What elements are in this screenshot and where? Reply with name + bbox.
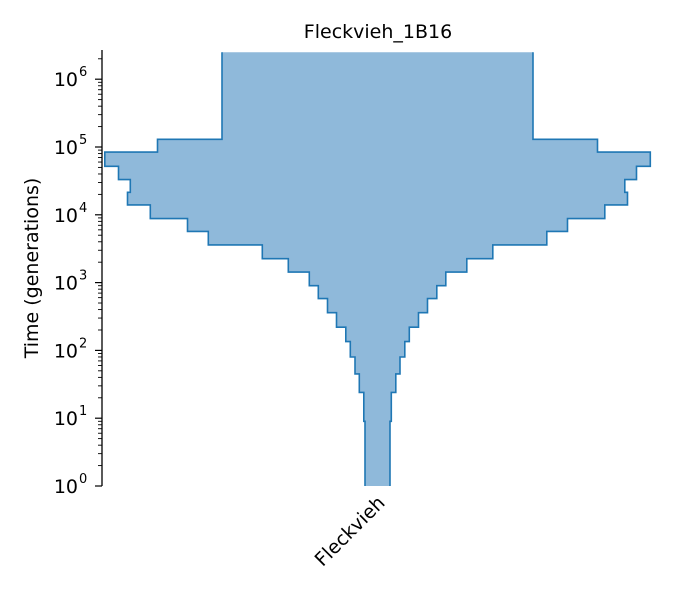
y-tick-label: 10 [54,69,78,91]
y-tick-label: 10 [54,273,78,295]
chart-title: Fleckvieh_1B16 [304,21,452,43]
x-tick-group: Fleckvieh [311,492,390,571]
x-tick-label: Fleckvieh [311,492,390,571]
y-tick-exponent: 5 [79,133,87,148]
y-tick-exponent: 0 [79,472,87,487]
population-outline-left [104,52,366,486]
y-axis-label: Time (generations) [21,178,43,360]
y-tick-exponent: 3 [79,269,87,284]
y-tick-exponent: 6 [79,65,87,80]
y-tick-exponent: 1 [79,404,87,419]
population-outline-right [389,52,652,486]
y-tick-label: 10 [54,340,78,362]
y-tick-exponent: 4 [79,201,87,216]
y-tick-label: 10 [54,205,78,227]
y-tick-label: 10 [54,408,78,430]
y-tick-exponent: 2 [79,336,87,351]
y-tick-label: 10 [54,137,78,159]
y-tick-label: 10 [54,476,78,498]
population-area-fill [104,52,651,486]
plot-area [104,52,652,486]
